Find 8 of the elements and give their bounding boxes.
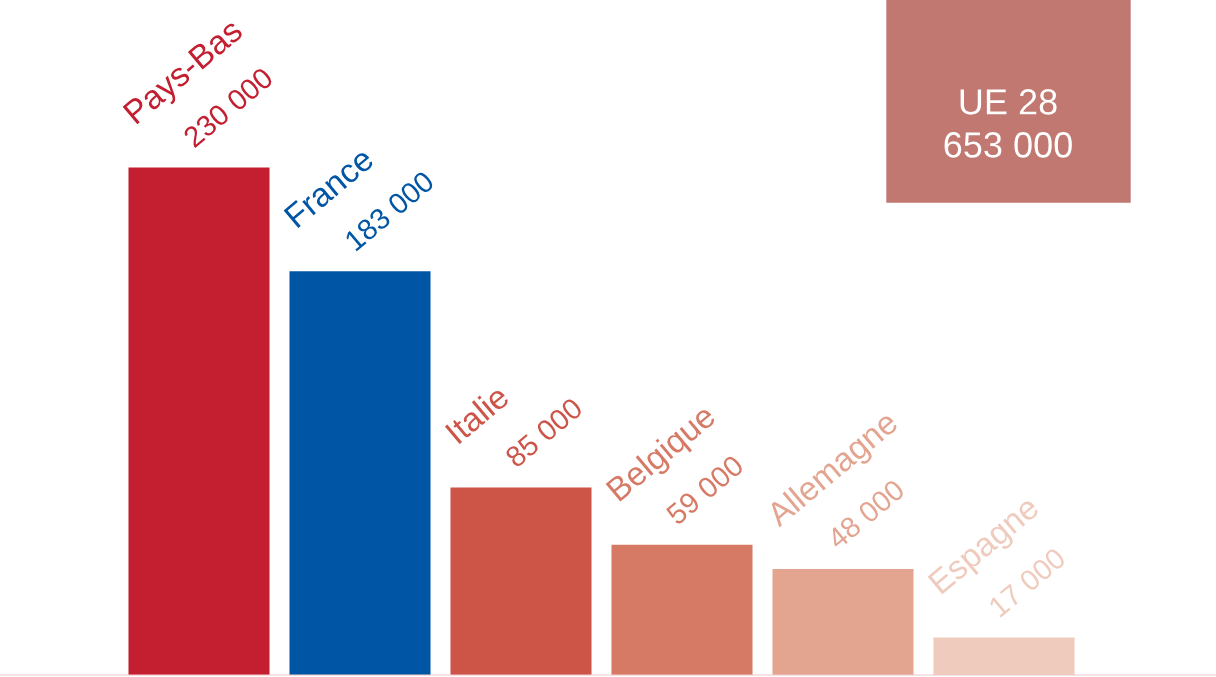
bar — [128, 167, 270, 675]
x-tick-label: Italie — [444, 383, 511, 445]
bar — [450, 487, 592, 675]
bar — [772, 569, 914, 675]
bar — [611, 544, 753, 675]
text: 653 000 — [944, 132, 1072, 158]
text: UE 28 — [960, 89, 1057, 115]
bar — [289, 271, 431, 675]
